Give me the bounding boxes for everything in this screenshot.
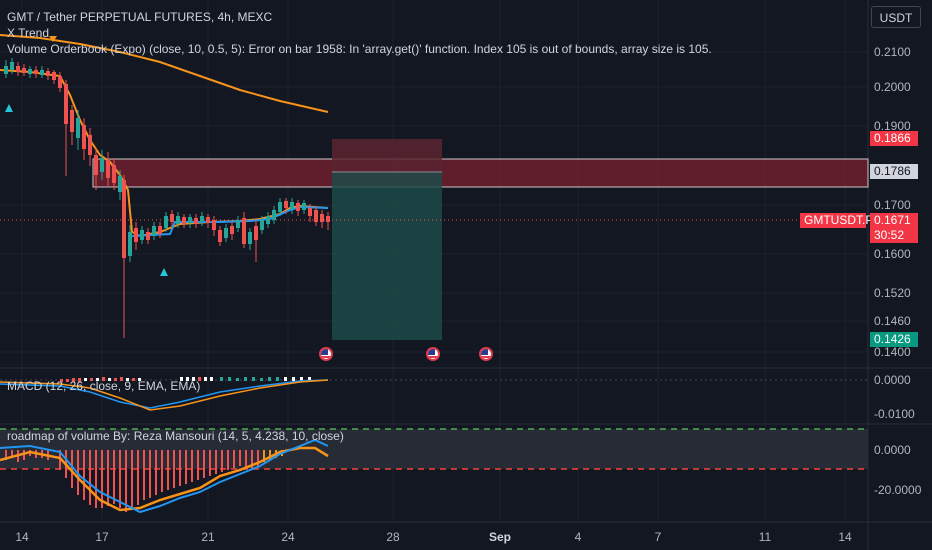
target-price-badge: 0.1426 <box>870 332 918 347</box>
date-tick: 17 <box>95 530 109 544</box>
date-tick: 4 <box>574 530 582 544</box>
x-trend-marker-icon <box>49 36 57 42</box>
date-tick: 24 <box>281 530 295 544</box>
date-tick: 7 <box>654 530 662 544</box>
buy-signal-triangle-icon <box>160 268 168 276</box>
roadmap-blue-line <box>0 438 329 514</box>
price-tick: 0.2100 <box>874 45 911 59</box>
last-price-badge: 0.1671 <box>870 213 918 228</box>
date-tick: Sep <box>488 530 512 544</box>
roadmap-label[interactable]: roadmap of volume By: Reza Mansouri (14,… <box>7 429 344 443</box>
symbol-title[interactable]: GMT / Tether PERPETUAL FUTURES, 4h, MEXC <box>7 10 273 24</box>
position-target-area <box>332 172 442 340</box>
currency-selector-button[interactable]: USDT <box>871 6 921 28</box>
price-tick: 0.1520 <box>874 286 911 300</box>
roadmap-tick: 0.0000 <box>874 443 911 457</box>
upper-zone-price-badge: 0.1866 <box>870 131 918 146</box>
date-tick: 14 <box>838 530 852 544</box>
price-tick: 0.2000 <box>874 80 911 94</box>
us-flag-event-icon[interactable] <box>479 347 493 361</box>
macd-label[interactable]: MACD (12, 26, close, 9, EMA, EMA) <box>7 379 201 393</box>
date-tick: 11 <box>758 530 772 544</box>
macd-tick: 0.0000 <box>874 373 911 387</box>
roadmap-tick: -20.0000 <box>874 483 922 497</box>
candles <box>4 58 330 338</box>
us-flag-event-icon[interactable] <box>426 347 440 361</box>
us-flag-event-icon[interactable] <box>319 347 333 361</box>
indicator-error-label[interactable]: Volume Orderbook (Expo) (close, 10, 0.5,… <box>7 42 712 56</box>
price-tick: 0.1900 <box>874 119 911 133</box>
date-tick: 21 <box>201 530 215 544</box>
price-tick: 0.1700 <box>874 198 911 212</box>
price-tick: 0.1400 <box>874 345 911 359</box>
macd-signal-line <box>0 379 329 411</box>
date-tick: 28 <box>386 530 400 544</box>
indicator-x-trend-label[interactable]: X Trend <box>7 26 50 40</box>
buy-signal-triangle-icon <box>5 104 13 112</box>
macd-tick: -0.0100 <box>874 407 915 421</box>
date-tick: 14 <box>15 530 29 544</box>
countdown-badge: 30:52 <box>870 228 918 243</box>
position-stop-area <box>332 139 442 172</box>
macd-line <box>0 379 329 409</box>
symbol-tag-badge: GMTUSDT.P <box>800 213 873 228</box>
roadmap-histogram <box>5 450 283 512</box>
price-tick: 0.1600 <box>874 247 911 261</box>
price-tick: 0.1460 <box>874 314 911 328</box>
macd-histogram <box>60 377 311 382</box>
resistance-zone <box>92 158 869 188</box>
zone-price-badge: 0.1786 <box>870 164 918 179</box>
